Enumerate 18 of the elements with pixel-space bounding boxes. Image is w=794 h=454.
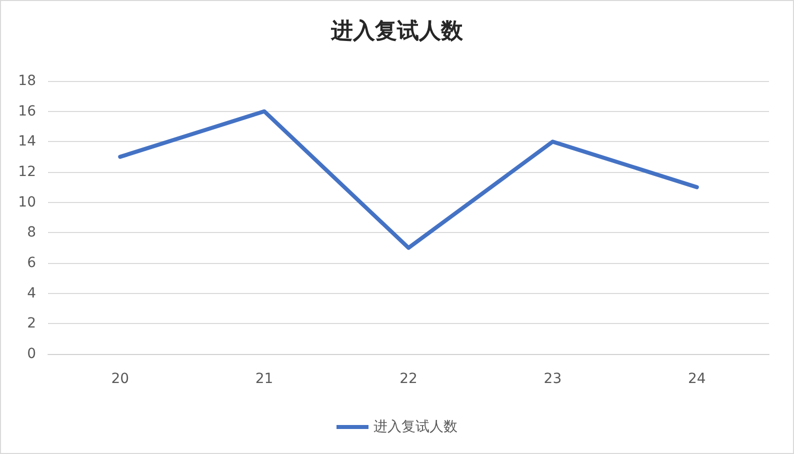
x-tick-label: 20 [111, 371, 130, 387]
y-tick-label: 6 [27, 255, 36, 271]
y-tick-label: 10 [18, 194, 36, 210]
y-tick-label: 8 [27, 224, 36, 241]
y-tick-label: 14 [18, 134, 36, 150]
line-series [118, 109, 699, 250]
y-tick-label: 4 [27, 285, 36, 302]
y-tick-label: 2 [27, 316, 36, 332]
x-tick-label: 22 [400, 371, 418, 387]
y-tick-label: 0 [27, 346, 36, 362]
y-tick-label: 18 [18, 73, 36, 89]
x-tick-label: 24 [688, 371, 706, 387]
y-tick-label: 12 [18, 164, 36, 180]
x-tick-label: 23 [544, 371, 562, 387]
y-tick-label: 16 [18, 103, 36, 120]
legend-label: 进入复试人数 [374, 419, 458, 435]
chart-title: 进入复试人数 [330, 18, 464, 44]
x-tick-label: 21 [255, 371, 274, 387]
